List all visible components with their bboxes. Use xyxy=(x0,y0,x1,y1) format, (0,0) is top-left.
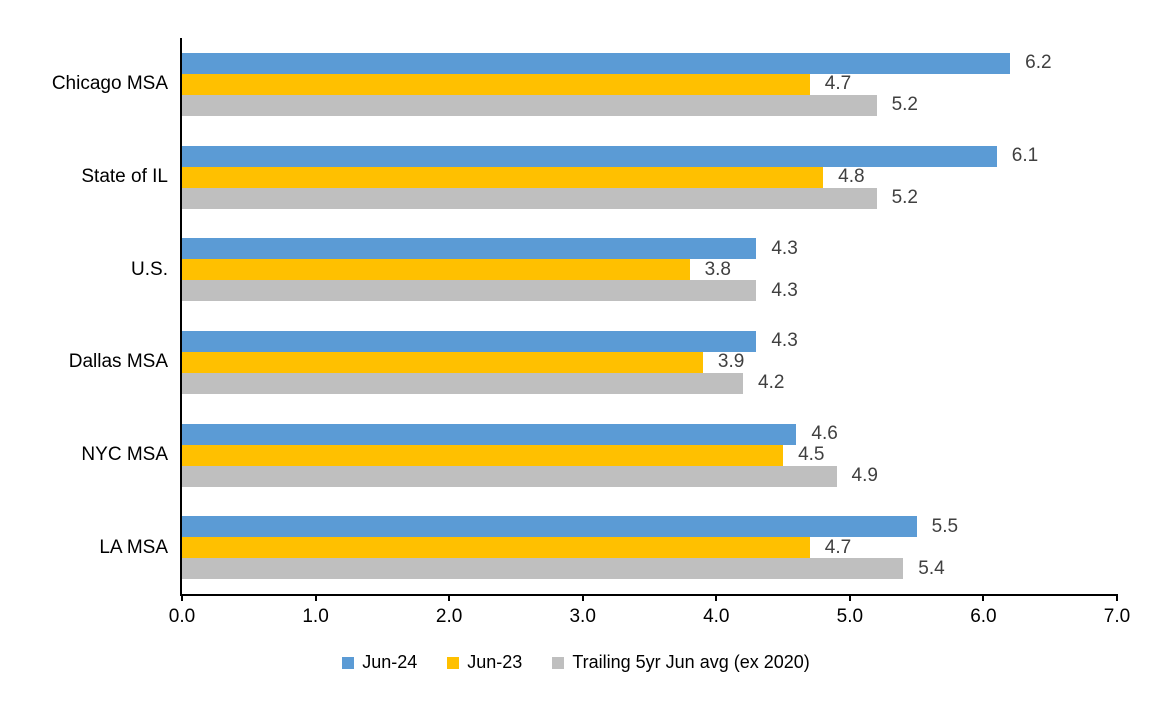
bar xyxy=(182,330,757,352)
x-axis-tick xyxy=(848,594,851,601)
plot-area: Chicago MSA 6.2 4.7 5.2 State of IL 6.1 4.8 5.2… xyxy=(52,38,1130,627)
bar-line: 5.2 xyxy=(182,94,1117,116)
legend: Jun-24 Jun-23 Trailing 5yr Jun avg (ex 202… xyxy=(0,652,1152,673)
x-axis-tick-label: 6.0 xyxy=(970,606,997,627)
bar-line: 5.4 xyxy=(182,557,1117,580)
bar-value-label: 4.3 xyxy=(771,330,798,352)
x-axis-tick-label: 0.0 xyxy=(168,606,196,627)
bar xyxy=(182,351,703,373)
legend-label: Jun-23 xyxy=(467,652,523,672)
x-axis-tick-label: 5.0 xyxy=(836,606,864,627)
bar xyxy=(182,238,757,260)
bar xyxy=(182,259,690,281)
bar-group: U.S. 4.3 3.8 4.3 xyxy=(131,223,1117,316)
bar-group: LA MSA 5.5 4.7 5.4 xyxy=(99,501,1117,594)
bar-value-label: 5.5 xyxy=(931,515,959,537)
x-axis-tick xyxy=(982,594,985,601)
x-axis-tick xyxy=(181,594,183,601)
bar-line: 6.1 xyxy=(182,145,1117,167)
bar-line: 3.8 xyxy=(182,258,1117,281)
bar xyxy=(182,187,877,209)
bar xyxy=(182,73,810,95)
bar-line: 6.2 xyxy=(182,52,1117,74)
bar xyxy=(182,558,904,580)
bar xyxy=(182,537,810,559)
legend-swatch-icon xyxy=(447,656,460,669)
bar-value-label: 4.6 xyxy=(811,423,838,445)
bar-value-label: 4.8 xyxy=(838,166,865,187)
bar-value-label: 4.3 xyxy=(771,237,798,259)
bar-value-label: 3.9 xyxy=(717,351,745,373)
bar xyxy=(182,465,837,487)
legend-swatch-icon xyxy=(552,656,565,669)
bar-line: 4.7 xyxy=(182,73,1117,95)
category-label: Dallas MSA xyxy=(68,351,168,373)
bar-line: 4.9 xyxy=(182,465,1117,487)
bar xyxy=(182,372,743,394)
bar-value-label: 6.1 xyxy=(1011,145,1039,166)
legend-item-jun-24: Jun-24 xyxy=(342,652,417,673)
x-axis-tick-label: 2.0 xyxy=(435,606,463,627)
bar-value-label: 4.3 xyxy=(771,279,798,301)
bar-value-label: 6.2 xyxy=(1025,52,1052,74)
bar-line: 4.8 xyxy=(182,166,1117,188)
category-label: State of IL xyxy=(81,166,168,187)
bar-line: 4.3 xyxy=(182,237,1117,260)
bar xyxy=(182,166,824,188)
x-axis-tick-label: 3.0 xyxy=(569,606,596,627)
legend-item-trailing-5yr-jun-avg-ex-2020: Trailing 5yr Jun avg (ex 2020) xyxy=(552,652,810,673)
bar xyxy=(182,145,997,167)
bar-value-label: 4.5 xyxy=(798,444,825,466)
bar xyxy=(182,94,877,116)
category-label: NYC MSA xyxy=(81,444,168,466)
bar-value-label: 5.2 xyxy=(891,94,918,116)
bar-line: 4.5 xyxy=(182,444,1117,466)
bar-line: 3.9 xyxy=(182,351,1117,373)
bar-value-label: 4.9 xyxy=(851,465,878,487)
bar-value-label: 4.7 xyxy=(824,73,852,95)
bar-line: 4.2 xyxy=(182,372,1117,394)
x-axis-tick-label: 1.0 xyxy=(302,606,329,627)
x-axis-tick xyxy=(314,594,317,601)
legend-label: Trailing 5yr Jun avg (ex 2020) xyxy=(572,652,810,672)
bar-line: 4.7 xyxy=(182,536,1117,559)
category-label: U.S. xyxy=(131,258,168,280)
bar-line: 4.3 xyxy=(182,330,1117,352)
bar-value-label: 5.4 xyxy=(918,557,945,579)
legend-label: Jun-24 xyxy=(362,652,418,672)
bar xyxy=(182,280,757,302)
x-axis-tick-label: 4.0 xyxy=(703,606,730,627)
x-axis-tick xyxy=(448,594,451,601)
bar-value-label: 5.2 xyxy=(891,187,918,208)
bar-line: 4.6 xyxy=(182,423,1117,445)
legend-item-jun-23: Jun-23 xyxy=(447,652,522,673)
x-axis-tick-label: 7.0 xyxy=(1103,606,1131,627)
bar xyxy=(182,52,1011,74)
x-axis-tick xyxy=(1116,594,1118,601)
x-axis-tick xyxy=(581,594,584,601)
bar-group: NYC MSA 4.6 4.5 4.9 xyxy=(81,409,1117,502)
bar-value-label: 4.2 xyxy=(758,372,785,394)
bar-group: Dallas MSA 4.3 3.9 4.2 xyxy=(69,316,1117,409)
bar-line: 5.5 xyxy=(182,515,1117,538)
legend-swatch-icon xyxy=(342,656,355,669)
category-label: Chicago MSA xyxy=(51,73,168,95)
bar xyxy=(182,423,797,445)
bar-value-label: 3.8 xyxy=(704,258,731,280)
bar-line: 4.3 xyxy=(182,279,1117,302)
x-axis-tick xyxy=(715,594,718,601)
bar-group: Chicago MSA 6.2 4.7 5.2 xyxy=(52,38,1117,131)
bar xyxy=(182,516,917,538)
bar-line: 5.2 xyxy=(182,187,1117,209)
bar xyxy=(182,444,784,466)
category-label: LA MSA xyxy=(99,536,168,558)
bar-group: State of IL 6.1 4.8 5.2 xyxy=(81,131,1117,224)
bar-value-label: 4.7 xyxy=(824,536,852,558)
